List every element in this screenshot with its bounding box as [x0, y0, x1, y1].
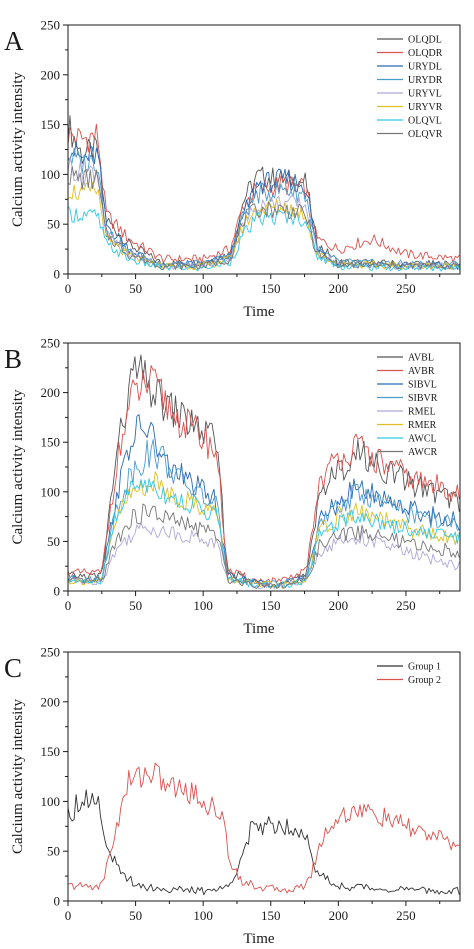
x-tick-label: 150 — [261, 598, 281, 613]
y-tick-label: 50 — [47, 844, 60, 859]
legend-label: URYDL — [408, 62, 442, 73]
series-line-rmel — [68, 522, 460, 589]
series-line-group-1 — [68, 789, 460, 896]
panel-b: B 0 50 100 150 200 250 0 50 100 150 200 250 Time Calci… — [4, 336, 461, 637]
y-tick-label: 150 — [41, 117, 61, 132]
y-tick-label: 0 — [54, 894, 61, 909]
y-axis-title: Calcium activity intensity — [10, 699, 26, 854]
series-line-olqdr — [68, 123, 460, 264]
legend-label: OLQDL — [408, 35, 442, 46]
x-axis-title: Time — [243, 931, 274, 947]
y-tick-label: 100 — [41, 794, 61, 809]
legend-label: OLQVR — [408, 129, 443, 140]
legend-label: URYDR — [408, 75, 443, 86]
series-line-uryvr — [68, 181, 460, 271]
legend-label: OLQVL — [408, 116, 442, 127]
y-axis-title: Calcium activity intensity — [10, 72, 26, 227]
legend-label: AVBR — [408, 366, 435, 377]
series-line-rmer — [68, 471, 460, 589]
legend-label: Group 1 — [408, 662, 441, 673]
series-line-sibvl — [68, 414, 460, 588]
panel-a: A 0 50 100 150 200 250 0 50 100 150 200 250 Time Calci… — [4, 18, 461, 320]
series-line-awcr — [68, 503, 460, 589]
legend: Group 1 Group 2 — [377, 662, 441, 686]
plot-frame — [67, 651, 461, 902]
y-tick-label: 150 — [41, 435, 61, 450]
x-tick-label: 200 — [329, 598, 349, 613]
y-tick-label: 50 — [47, 217, 60, 232]
x-tick-label: 50 — [129, 908, 142, 923]
x-tick-label: 100 — [193, 598, 213, 613]
x-tick-label: 100 — [193, 281, 213, 296]
x-tick-label: 150 — [261, 281, 281, 296]
x-tick-label: 0 — [65, 281, 72, 296]
legend-label: URYVR — [408, 102, 443, 113]
series-line-sibvr — [68, 439, 460, 588]
x-tick-label: 250 — [396, 908, 416, 923]
series-line-avbr — [68, 365, 460, 585]
x-tick-label: 250 — [396, 281, 416, 296]
series-group — [68, 354, 460, 589]
legend: AVBL AVBR SIBVL SIBVR RMEL RMER AWCL AWCR — [377, 353, 438, 458]
series-line-avbl — [68, 354, 460, 588]
plot-frame — [67, 24, 461, 275]
series-line-group-2 — [68, 762, 460, 894]
y-tick-label: 0 — [54, 584, 61, 599]
y-tick-label: 100 — [41, 484, 61, 499]
x-tick-label: 150 — [261, 908, 281, 923]
y-tick-label: 100 — [41, 167, 61, 182]
series-group — [68, 762, 460, 896]
legend-label: OLQDR — [408, 48, 443, 59]
y-tick-label: 50 — [47, 534, 60, 549]
legend: OLQDL OLQDR URYDL URYDR URYVL URYVR OLQVL OLQVR — [377, 35, 443, 140]
series-group — [68, 115, 460, 272]
x-tick-label: 50 — [129, 598, 142, 613]
x-axis-title: Time — [243, 304, 274, 320]
legend-label: RMER — [408, 420, 437, 431]
legend-label: AWCL — [408, 434, 437, 445]
panel-label: B — [4, 344, 22, 374]
x-tick-label: 100 — [193, 908, 213, 923]
series-line-awcl — [68, 478, 460, 589]
legend-label: RMEL — [408, 407, 436, 418]
y-tick-label: 150 — [41, 744, 61, 759]
x-tick-label: 250 — [396, 598, 416, 613]
y-tick-label: 250 — [41, 645, 61, 660]
y-tick-label: 200 — [41, 694, 61, 709]
y-axis-title: Calcium activity intensity — [10, 389, 26, 544]
legend-label: AWCR — [408, 447, 438, 458]
panel-c: C 0 50 100 150 200 250 0 50 100 150 200 250 Time Calci… — [4, 645, 461, 947]
x-tick-label: 0 — [65, 908, 72, 923]
y-tick-label: 250 — [41, 336, 61, 351]
legend-label: SIBVR — [408, 393, 438, 404]
series-line-olqvr — [68, 165, 460, 271]
x-tick-label: 50 — [129, 281, 142, 296]
y-tick-label: 250 — [41, 18, 61, 33]
legend-label: URYVL — [408, 89, 442, 100]
panel-label: A — [4, 26, 24, 56]
x-tick-label: 200 — [329, 908, 349, 923]
legend-label: Group 2 — [408, 675, 441, 686]
legend-label: AVBL — [408, 353, 434, 364]
x-axis-title: Time — [243, 621, 274, 637]
series-line-olqvl — [68, 206, 460, 272]
y-tick-label: 0 — [54, 267, 61, 282]
x-tick-label: 200 — [329, 281, 349, 296]
x-tick-label: 0 — [65, 598, 72, 613]
y-tick-label: 200 — [41, 385, 61, 400]
legend-label: SIBVL — [408, 380, 437, 391]
panel-label: C — [4, 653, 22, 683]
y-tick-label: 200 — [41, 67, 61, 82]
